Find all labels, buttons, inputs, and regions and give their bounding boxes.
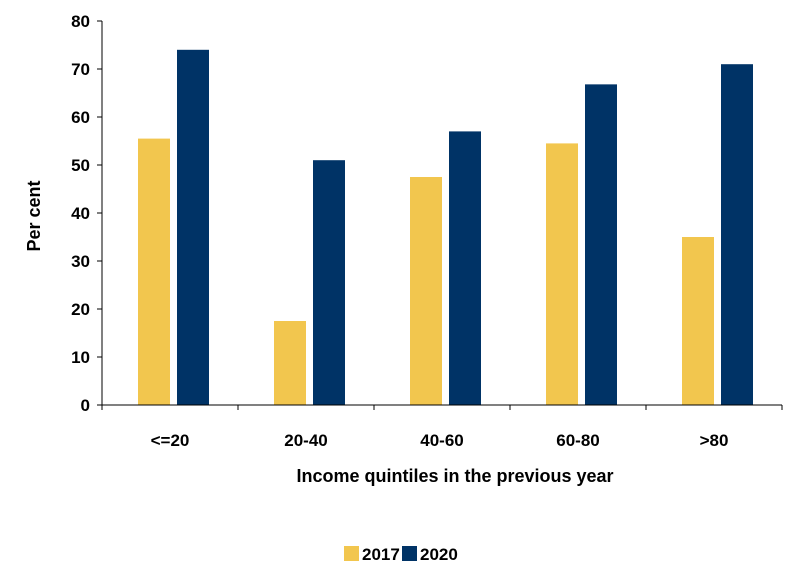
- x-axis-ticks: <=20 20-40 40-60 60-80 >80: [101, 405, 783, 450]
- y-tick-label: 70: [71, 60, 90, 79]
- bar-2017-1: [138, 138, 170, 405]
- x-axis-title: Income quintiles in the previous year: [296, 466, 613, 486]
- y-tick-label: 20: [71, 300, 90, 319]
- y-tick-label: 10: [71, 348, 90, 367]
- legend-swatch-2020: [402, 546, 417, 561]
- bar-2020-3: [449, 131, 481, 405]
- legend: 2017 2020: [344, 545, 458, 564]
- x-tick-label: >80: [700, 431, 729, 450]
- bar-2017-5: [682, 237, 714, 405]
- x-tick-label: 20-40: [284, 431, 327, 450]
- legend-label-2020: 2020: [420, 545, 458, 564]
- legend-swatch-2017: [344, 546, 359, 561]
- bar-2017-2: [274, 321, 306, 405]
- y-axis-ticks: 0 10 20 30 40 50 60 70 80: [71, 12, 102, 415]
- y-axis-title: Per cent: [24, 180, 44, 251]
- y-tick-label: 40: [71, 204, 90, 223]
- bar-2020-4: [585, 84, 617, 406]
- bar-2017-3: [410, 177, 442, 405]
- bar-2020-2: [313, 160, 345, 405]
- bar-2020-5: [721, 64, 753, 405]
- y-tick-label: 30: [71, 252, 90, 271]
- bar-2020-1: [177, 49, 209, 406]
- y-tick-label: 50: [71, 156, 90, 175]
- bars: [138, 49, 753, 406]
- bar-2017-4: [546, 143, 578, 405]
- y-tick-label: 80: [71, 12, 90, 31]
- y-tick-label: 60: [71, 108, 90, 127]
- x-tick-label: 60-80: [556, 431, 599, 450]
- x-tick-label: 40-60: [420, 431, 463, 450]
- legend-label-2017: 2017: [362, 545, 400, 564]
- x-tick-label: <=20: [151, 431, 190, 450]
- y-tick-label: 0: [81, 396, 90, 415]
